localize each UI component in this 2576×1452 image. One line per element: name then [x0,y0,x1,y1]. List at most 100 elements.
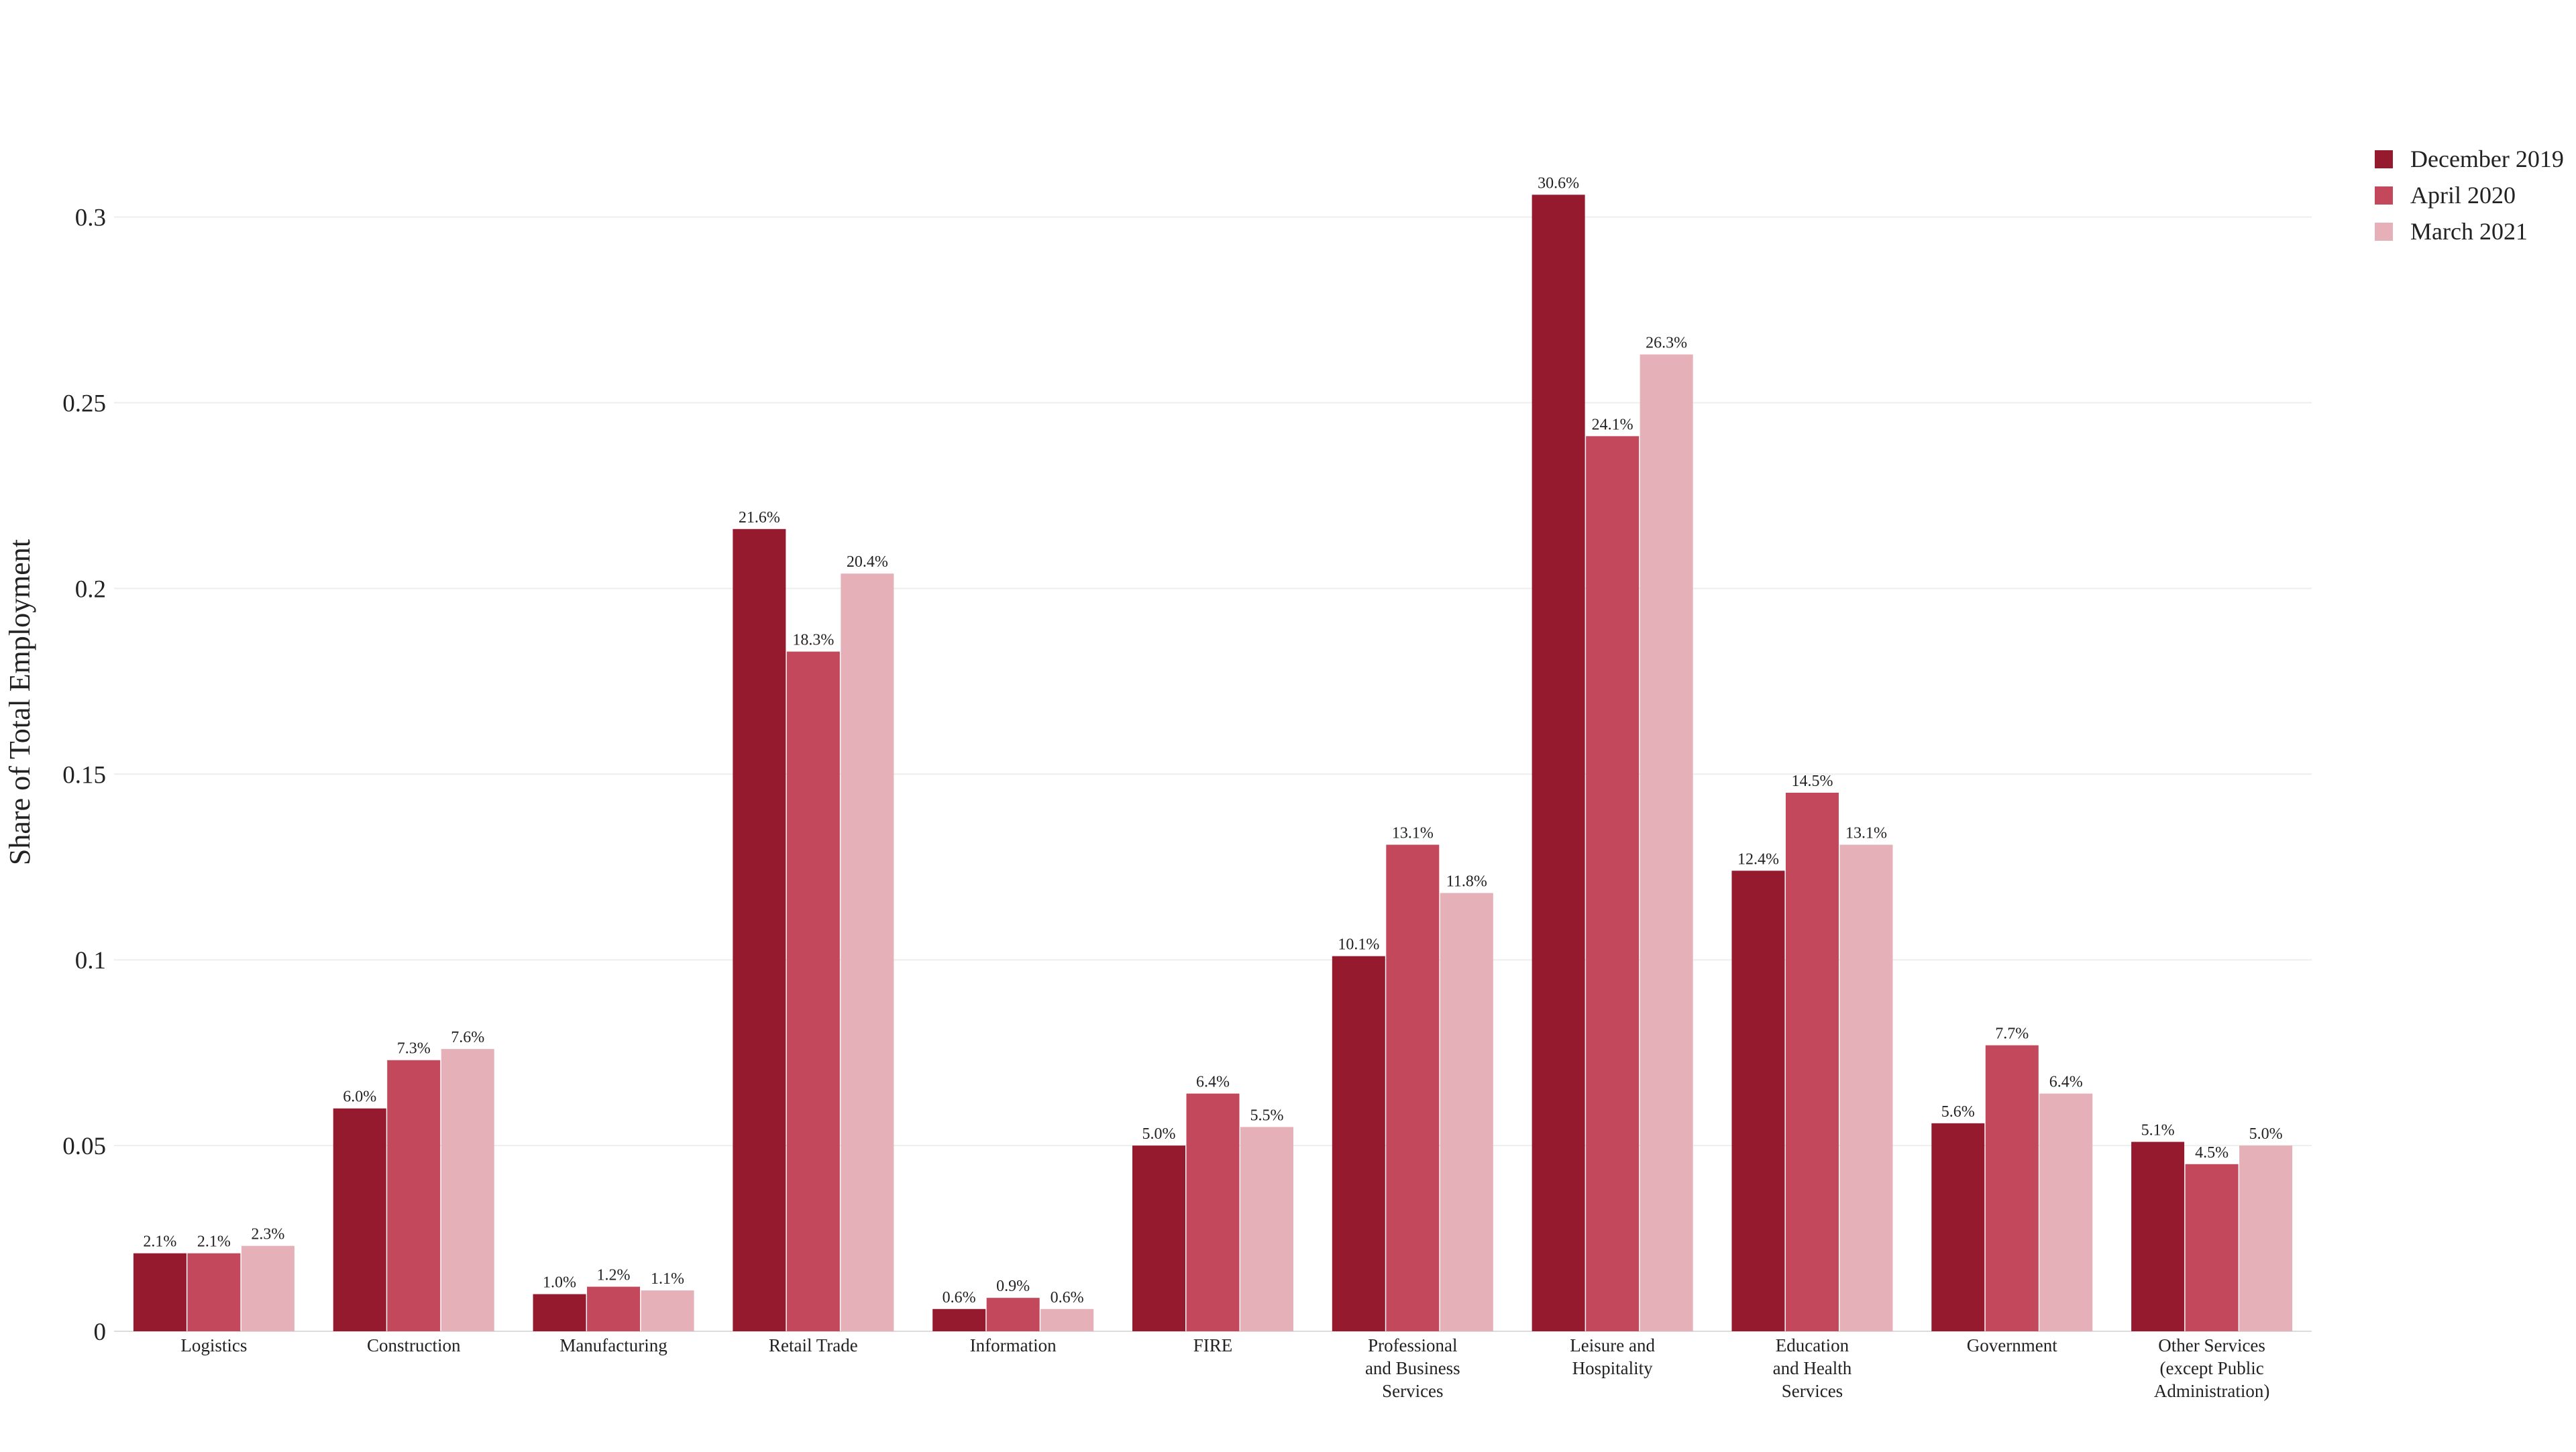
bar [1931,1123,1985,1331]
bar-data-label: 0.9% [996,1278,1030,1295]
bar-data-label: 13.1% [1392,825,1434,842]
bar [333,1108,386,1331]
bar [932,1308,986,1331]
bar-data-label: 0.6% [943,1289,976,1306]
legend-swatch [2375,223,2393,241]
bar [1332,956,1385,1331]
bar-data-label: 1.0% [543,1274,576,1292]
bar-data-label: 24.1% [1592,416,1633,433]
bar [441,1049,494,1331]
bar-data-label: 0.6% [1051,1289,1084,1306]
bar-data-label: 7.7% [1995,1025,2029,1043]
bar-data-label: 12.4% [1737,850,1779,868]
bar-data-label: 1.1% [651,1270,684,1288]
bar-data-label: 6.4% [2049,1074,2083,1091]
bar-data-label: 11.8% [1446,873,1487,891]
bar [2039,1093,2093,1331]
legend-item[interactable]: April 2020 [2375,182,2516,209]
bar-data-label: 21.6% [739,509,780,526]
y-axis-ticks: 0 0.05 0.1 0.15 0.2 0.25 0.3 [62,205,106,1346]
bar [2239,1146,2293,1331]
bar-data-label: 10.1% [1338,936,1379,954]
bar [986,1298,1040,1331]
bar [1386,844,1440,1331]
legend-item[interactable]: March 2021 [2375,218,2528,245]
y-tick-label: 0.2 [75,575,106,603]
bar [1839,844,1893,1331]
bar-data-label: 5.5% [1250,1107,1284,1124]
bar-data-label: 7.3% [397,1040,431,1058]
bar [1240,1127,1293,1331]
bar [1440,893,1493,1331]
y-tick-label: 0 [94,1319,107,1346]
bar [1586,436,1640,1331]
bar [733,528,786,1331]
x-category-label: Logistics [180,1335,247,1355]
bar [641,1290,694,1331]
legend: December 2019 April 2020 March 2021 [2375,146,2564,245]
bar-data-label: 2.3% [251,1226,284,1243]
y-tick-label: 0.3 [75,205,106,232]
y-axis-title: Share of Total Employment [3,539,36,865]
bar-data-label: 5.0% [1142,1125,1176,1143]
bar-data-label: 13.1% [1845,825,1887,842]
bar-data-label: 5.6% [1941,1103,1975,1121]
bar [841,573,894,1331]
bar-data-label: 30.6% [1538,174,1579,192]
y-tick-label: 0.15 [62,761,106,789]
bar-data-label: 5.1% [2141,1122,2175,1139]
bar [1040,1308,1094,1331]
x-category-label: Leisure and Hospitality [1570,1335,1655,1378]
x-category-label: Other Services (except Public Administrati… [2154,1335,2269,1401]
bar-data-label: 4.5% [2195,1144,2229,1162]
bar [187,1253,241,1331]
x-category-label: Professional and Business Services [1365,1335,1460,1401]
bar [1985,1045,2039,1331]
bar [2185,1164,2239,1331]
x-category-label: Government [1967,1335,2057,1355]
bar [1785,792,1839,1331]
bar-data-label: 5.0% [2249,1125,2283,1143]
legend-label: December 2019 [2410,146,2564,172]
bar-data-label: 20.4% [847,553,888,571]
bar-data-label: 6.0% [343,1088,376,1106]
x-category-label: Construction [367,1335,461,1355]
bar [1731,871,1785,1331]
legend-label: March 2021 [2410,218,2528,245]
y-tick-label: 0.1 [75,947,106,974]
bar [241,1245,294,1331]
bar [533,1294,586,1331]
bar [786,651,840,1331]
bar [1186,1093,1240,1331]
bar [587,1286,641,1331]
bar [133,1253,186,1331]
y-tick-label: 0.25 [62,390,106,418]
y-tick-label: 0.05 [62,1133,106,1160]
bar-data-label: 26.3% [1646,335,1687,352]
x-category-label: FIRE [1193,1335,1233,1355]
bars [133,194,2293,1331]
x-category-label: Retail Trade [769,1335,858,1355]
legend-label: April 2020 [2410,182,2516,209]
bar [1532,194,1585,1331]
bar-data-label: 7.6% [451,1029,484,1046]
legend-item[interactable]: December 2019 [2375,146,2564,172]
bar-data-label: 14.5% [1791,773,1833,790]
x-axis-categories: Logistics Construction Manufacturing Retail… [180,1335,2269,1401]
bar-data-label: 2.1% [197,1233,231,1251]
x-category-label: Manufacturing [559,1335,667,1355]
x-category-label: Education and Health Services [1773,1335,1852,1401]
data-labels: 2.1% 2.1% 2.3% 6.0% 7.3% 7.6% 1.0% 1.2% 1.1% 21.6… [143,174,2282,1306]
bar-data-label: 6.4% [1196,1074,1230,1091]
x-category-label: Information [970,1335,1057,1355]
bar [1132,1146,1185,1331]
bar-data-label: 1.2% [597,1267,631,1284]
legend-swatch [2375,186,2393,205]
bar-data-label: 2.1% [143,1233,176,1251]
bar [2131,1141,2185,1331]
legend-swatch [2375,150,2393,168]
bar [1640,354,1693,1331]
bar-data-label: 18.3% [792,632,834,649]
